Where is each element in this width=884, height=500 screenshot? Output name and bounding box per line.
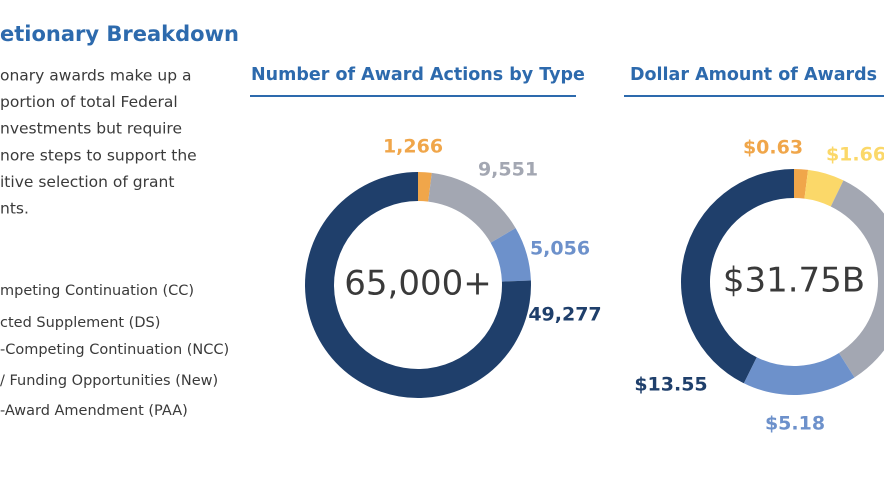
value-label: $1.66 <box>826 144 884 166</box>
chart-title: Dollar Amount of Awards (i <box>630 65 884 85</box>
center-label: 65,000+ <box>344 264 491 304</box>
legend-entry: -Award Amendment (PAA) <box>0 403 188 419</box>
section-title: etionary Breakdown <box>0 22 239 46</box>
value-label: $5.18 <box>765 413 825 435</box>
center-label: $31.75B <box>723 261 865 301</box>
donut-segment <box>490 228 531 282</box>
donut-segment <box>804 169 844 207</box>
donut-segment <box>681 169 794 384</box>
value-label: $0.63 <box>743 137 803 159</box>
legend-entry: cted Supplement (DS) <box>0 315 160 331</box>
paragraph-line: nore steps to support the <box>0 146 197 164</box>
legend-entry: / Funding Opportunities (New) <box>0 373 218 389</box>
value-label: 5,056 <box>530 238 590 260</box>
paragraph-line: nvestments but require <box>0 120 182 138</box>
value-label: 1,266 <box>383 136 443 158</box>
donut-segment <box>428 172 516 243</box>
legend-entry: -Competing Continuation (NCC) <box>0 342 229 358</box>
value-label: $13.55 <box>634 374 707 396</box>
chart-title: Number of Award Actions by Type <box>251 65 585 85</box>
value-label: 9,551 <box>478 159 538 181</box>
legend-entry: mpeting Continuation (CC) <box>0 283 194 299</box>
donut-segment <box>830 180 884 378</box>
paragraph-line: nts. <box>0 200 29 218</box>
donut-segment <box>794 169 809 199</box>
donut-segment <box>743 352 855 395</box>
value-label: 49,277 <box>528 304 601 326</box>
paragraph-line: itive selection of grant <box>0 173 174 191</box>
paragraph-line: portion of total Federal <box>0 93 178 111</box>
paragraph-line: onary awards make up a <box>0 67 191 85</box>
donut-segment <box>418 172 432 202</box>
